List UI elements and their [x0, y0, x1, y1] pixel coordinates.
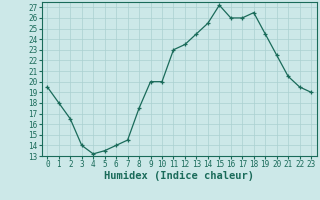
X-axis label: Humidex (Indice chaleur): Humidex (Indice chaleur) — [104, 171, 254, 181]
